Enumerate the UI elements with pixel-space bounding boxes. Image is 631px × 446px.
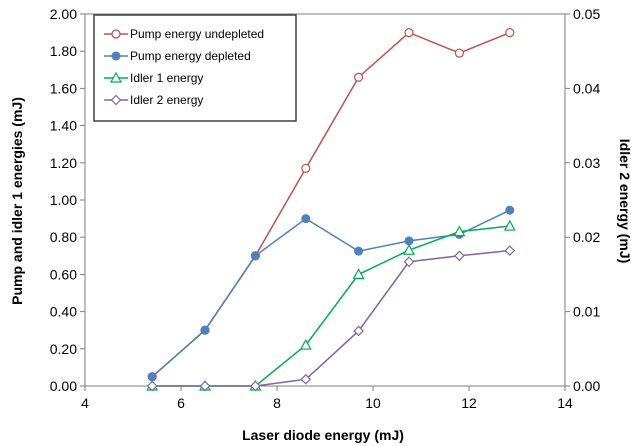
right-axis-ticks: 0.00 0.01 0.02 0.03 0.04 0.05 — [565, 6, 600, 394]
data-point — [353, 325, 364, 337]
y-tick-label: 0.60 — [50, 266, 77, 282]
data-point — [402, 243, 416, 255]
data-point — [352, 268, 365, 279]
data-point — [504, 245, 516, 256]
y-tick-label: 2.00 — [50, 6, 77, 22]
data-point — [250, 380, 261, 392]
x-tick-label: 14 — [557, 395, 573, 411]
data-point — [454, 48, 464, 58]
data-point — [250, 251, 260, 261]
legend-marker — [110, 94, 122, 106]
x-tick-label: 12 — [461, 395, 477, 411]
legend-entry: Pump energy depleted — [104, 49, 251, 63]
legend: Pump energy undepleted Pump energy deplet… — [93, 14, 297, 122]
legend-marker — [111, 29, 121, 39]
legend-label: Idler 2 energy — [130, 93, 203, 107]
data-point — [505, 27, 515, 38]
data-point — [404, 27, 414, 38]
y2-tick-label: 0.02 — [573, 229, 600, 245]
data-point — [404, 236, 414, 246]
series-line — [152, 225, 510, 387]
y2-tick-label: 0.03 — [573, 155, 600, 171]
y-axis-title: Pump and idler 1 energies (mJ) — [9, 97, 25, 305]
y-tick-label: 0.20 — [50, 341, 77, 357]
y-tick-label: 0.00 — [50, 378, 77, 394]
legend-label: Pump energy depleted — [130, 49, 251, 63]
data-point — [199, 380, 211, 392]
y-tick-label: 1.60 — [50, 80, 77, 96]
data-point — [301, 214, 311, 224]
series-line — [152, 249, 510, 387]
series-layer — [146, 27, 516, 392]
y-tick-label: 1.40 — [50, 118, 77, 134]
left-axis-ticks: 0.00 0.20 0.40 0.60 0.80 1.00 1.20 1.40 1.60 1.80… — [50, 6, 85, 394]
legend-marker — [111, 51, 121, 61]
data-point — [454, 250, 465, 262]
y-tick-label: 1.80 — [50, 43, 77, 59]
data-point — [505, 205, 515, 215]
data-point — [299, 338, 312, 350]
data-point — [354, 72, 364, 82]
series-idler-2-energy — [146, 245, 516, 392]
x-tick-label: 6 — [177, 395, 185, 411]
x-tick-label: 4 — [81, 395, 89, 411]
data-point — [403, 256, 415, 268]
legend-entry: Idler 2 energy — [104, 93, 203, 107]
data-point — [301, 163, 311, 173]
legend-label: Pump energy undepleted — [130, 27, 264, 41]
y2-tick-label: 0.01 — [573, 304, 600, 320]
legend-label: Idler 1 energy — [130, 71, 203, 85]
y-tick-label: 0.80 — [50, 229, 77, 245]
x-axis-ticks: 4 6 8 10 12 14 — [81, 386, 573, 411]
y-tick-label: 0.40 — [50, 304, 77, 320]
y-tick-label: 1.20 — [50, 155, 77, 171]
legend-box — [93, 14, 297, 122]
legend-entry: Idler 1 energy — [104, 71, 203, 85]
data-point — [147, 372, 157, 382]
y2-tick-label: 0.05 — [573, 6, 600, 22]
series-idler-1-energy — [146, 219, 516, 391]
x-tick-label: 8 — [273, 395, 281, 411]
y2-tick-label: 0.04 — [573, 80, 600, 96]
legend-marker — [109, 71, 123, 83]
y-tick-label: 1.00 — [50, 192, 77, 208]
x-axis-title: Laser diode energy (mJ) — [242, 427, 404, 443]
data-point — [146, 380, 158, 392]
y2-axis-title: Idler 2 energy (mJ) — [617, 139, 631, 264]
data-point — [300, 373, 312, 385]
data-point — [503, 219, 516, 231]
data-point — [354, 246, 364, 256]
legend-entry: Pump energy undepleted — [104, 27, 264, 41]
data-point — [453, 225, 466, 237]
x-tick-label: 10 — [365, 395, 381, 411]
y2-tick-label: 0.00 — [573, 378, 600, 394]
data-point — [200, 325, 210, 335]
